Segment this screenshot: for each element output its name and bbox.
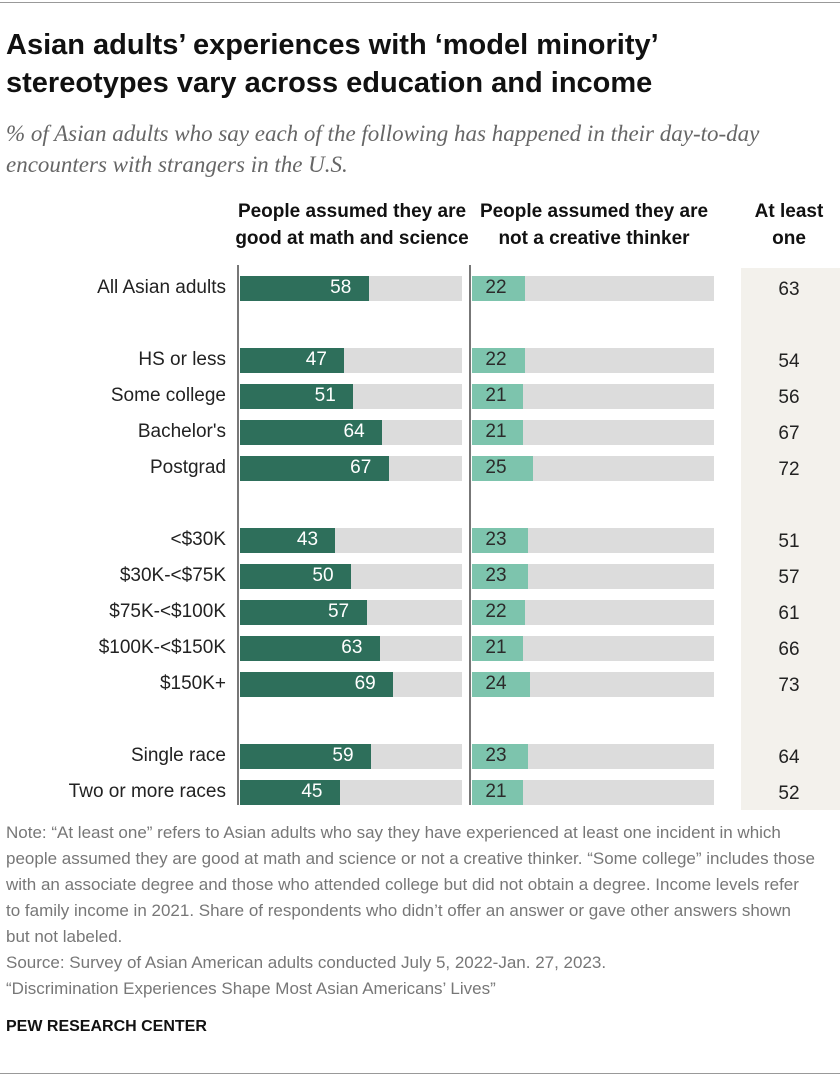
- top-rule: [0, 2, 840, 3]
- value-label: 23: [485, 529, 507, 550]
- bar: [472, 384, 523, 409]
- bar: [240, 744, 371, 769]
- value-label: 67: [350, 457, 372, 478]
- category-label: $100K-<$150K: [98, 637, 226, 658]
- bar: [472, 564, 528, 589]
- column-value: 56: [778, 387, 800, 408]
- bar: [240, 420, 383, 445]
- footer: PEW RESEARCH CENTER: [6, 1018, 207, 1035]
- bar: [472, 348, 526, 373]
- category-label: Postgrad: [149, 457, 226, 478]
- report: “Discrimination Experiences Shape Most A…: [6, 979, 496, 998]
- series-header: People assumed they are not a creative t…: [479, 201, 709, 249]
- category-label: $150K+: [159, 673, 226, 694]
- category-label: <$30K: [170, 529, 226, 550]
- category-label: Some college: [110, 385, 226, 406]
- note: Note: “At least one” refers to Asian adu…: [6, 823, 815, 946]
- value-label: 21: [485, 637, 507, 658]
- column-value: 61: [778, 603, 800, 624]
- bar: [472, 456, 533, 481]
- bar: [240, 564, 351, 589]
- bar: [240, 456, 389, 481]
- bar: [472, 528, 528, 553]
- value-label: 22: [485, 349, 507, 370]
- value-label: 21: [485, 421, 507, 442]
- category-label: All Asian adults: [97, 277, 226, 298]
- chart-subtitle: % of Asian adults who say each of the fo…: [6, 121, 760, 177]
- value-label: 21: [485, 385, 507, 406]
- value-label: 58: [330, 277, 352, 298]
- category-label: Single race: [130, 745, 226, 766]
- bar: [472, 276, 526, 301]
- value-label: 43: [296, 529, 319, 550]
- category-label: Two or more races: [68, 781, 226, 802]
- axis-line: [237, 265, 239, 805]
- bar: [240, 276, 369, 301]
- column-value: 57: [778, 567, 800, 588]
- bar: [472, 744, 528, 769]
- bar: [240, 600, 367, 625]
- value-label: 24: [485, 673, 507, 694]
- value-label: 64: [343, 421, 365, 442]
- column-value: 72: [778, 459, 800, 480]
- column-value: 64: [778, 747, 800, 768]
- bar: [240, 780, 340, 805]
- series-header: People assumed they are good at math and…: [235, 201, 469, 249]
- value-label: 59: [332, 745, 354, 766]
- value-label: 23: [485, 565, 507, 586]
- column-header: At least one: [754, 201, 824, 249]
- column-value: 63: [778, 279, 800, 300]
- value-label: 22: [485, 601, 507, 622]
- value-label: 22: [485, 277, 507, 298]
- column-value: 67: [778, 423, 800, 444]
- column-value: 66: [778, 639, 800, 660]
- column-value: 73: [778, 675, 800, 696]
- category-label: Bachelor's: [137, 421, 226, 442]
- value-label: 21: [485, 781, 507, 802]
- bottom-rule: [0, 1073, 840, 1074]
- value-label: 45: [301, 781, 323, 802]
- value-label: 69: [354, 673, 376, 694]
- value-label: 57: [327, 601, 350, 622]
- category-label: $75K-<$100K: [109, 601, 226, 622]
- bar: [240, 528, 336, 553]
- value-label: 51: [314, 385, 336, 406]
- bar: [240, 672, 394, 697]
- axis-line: [469, 265, 471, 805]
- bar: [472, 672, 531, 697]
- column-value: 54: [778, 351, 800, 372]
- value-label: 47: [305, 349, 327, 370]
- value-label: 25: [485, 457, 507, 478]
- bar: [472, 600, 526, 625]
- source: Source: Survey of Asian American adults …: [6, 953, 607, 972]
- chart-title: Asian adults’ experiences with ‘model mi…: [6, 29, 658, 99]
- bar: [240, 348, 345, 373]
- column-value: 51: [778, 531, 800, 552]
- value-label: 50: [312, 565, 334, 586]
- bar: [472, 420, 523, 445]
- bar: [240, 636, 380, 661]
- column-value: 52: [778, 783, 800, 804]
- value-label: 63: [341, 637, 363, 658]
- column-background: [741, 268, 840, 810]
- value-label: 23: [485, 745, 507, 766]
- bar: [240, 384, 354, 409]
- bar: [472, 780, 523, 805]
- bar: [472, 636, 523, 661]
- category-label: HS or less: [138, 349, 226, 370]
- category-label: $30K-<$75K: [119, 565, 226, 586]
